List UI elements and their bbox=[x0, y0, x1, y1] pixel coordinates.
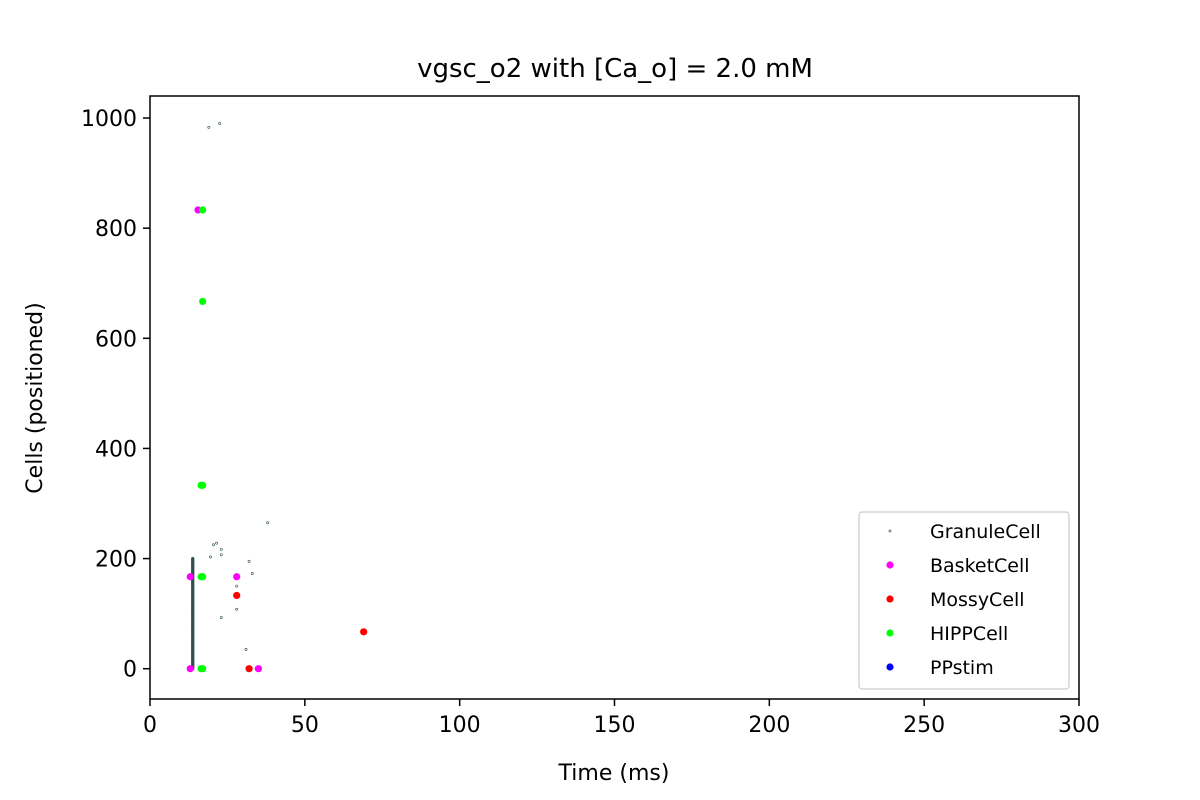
y-axis: 0 200 400 600 800 1000 bbox=[81, 107, 150, 683]
data-point bbox=[199, 297, 207, 306]
legend-marker bbox=[886, 595, 894, 603]
data-point bbox=[215, 541, 218, 545]
x-tick-label: 100 bbox=[439, 713, 481, 738]
data-point bbox=[218, 122, 222, 125]
data-point bbox=[360, 628, 368, 636]
series-hippcell bbox=[197, 206, 207, 673]
legend-label: GranuleCell bbox=[930, 521, 1041, 543]
data-point bbox=[191, 556, 195, 561]
data-point bbox=[219, 553, 223, 557]
legend-label: HIPPCell bbox=[930, 623, 1008, 645]
y-tick-label: 1000 bbox=[81, 107, 137, 132]
plot-marks bbox=[186, 122, 368, 673]
data-point bbox=[186, 573, 194, 581]
x-axis-label: Time (ms) bbox=[558, 761, 670, 786]
data-point bbox=[199, 665, 207, 673]
data-point bbox=[233, 591, 241, 600]
data-point bbox=[208, 555, 212, 559]
data-point bbox=[235, 607, 239, 611]
y-tick-label: 600 bbox=[95, 327, 137, 352]
series-basketcell bbox=[186, 206, 262, 673]
series-mossycell bbox=[233, 591, 368, 673]
data-point bbox=[235, 584, 239, 588]
legend-marker bbox=[886, 663, 894, 671]
legend-marker bbox=[886, 561, 894, 569]
data-point bbox=[199, 481, 207, 489]
legend-label: BasketCell bbox=[930, 555, 1030, 577]
data-point bbox=[244, 648, 248, 651]
legend-label: MossyCell bbox=[930, 589, 1025, 611]
legend-label: PPstim bbox=[930, 657, 994, 679]
data-point bbox=[186, 665, 194, 673]
legend-marker bbox=[886, 629, 894, 637]
data-point bbox=[219, 547, 223, 551]
data-point bbox=[254, 665, 262, 673]
x-tick-label: 50 bbox=[291, 713, 319, 738]
y-axis-label: Cells (positioned) bbox=[23, 302, 48, 493]
data-point bbox=[219, 616, 223, 619]
x-tick-label: 150 bbox=[594, 713, 636, 738]
x-tick-label: 200 bbox=[748, 713, 790, 738]
y-tick-label: 200 bbox=[95, 548, 137, 573]
x-tick-label: 0 bbox=[143, 713, 157, 738]
data-point bbox=[233, 573, 241, 581]
y-tick-label: 800 bbox=[95, 217, 137, 242]
data-point bbox=[199, 206, 207, 214]
x-axis: 0 50 100 150 200 250 300 bbox=[143, 699, 1100, 738]
y-tick-label: 400 bbox=[95, 437, 137, 462]
data-point bbox=[266, 521, 270, 525]
legend-marker bbox=[888, 529, 892, 533]
x-tick-label: 250 bbox=[903, 713, 945, 738]
chart-title: vgsc_o2 with [Ca_o] = 2.0 mM bbox=[417, 54, 813, 84]
data-point bbox=[199, 573, 207, 581]
series-granulecell bbox=[191, 122, 270, 671]
data-point bbox=[207, 125, 211, 129]
x-tick-label: 300 bbox=[1058, 713, 1100, 738]
y-tick-label: 0 bbox=[123, 658, 137, 683]
data-point bbox=[245, 665, 253, 673]
data-point bbox=[250, 572, 254, 575]
legend: GranuleCell BasketCell MossyCell HIPPCell PP… bbox=[858, 511, 1070, 690]
legend-box bbox=[858, 511, 1070, 690]
data-point bbox=[212, 543, 215, 547]
data-point bbox=[247, 559, 251, 563]
